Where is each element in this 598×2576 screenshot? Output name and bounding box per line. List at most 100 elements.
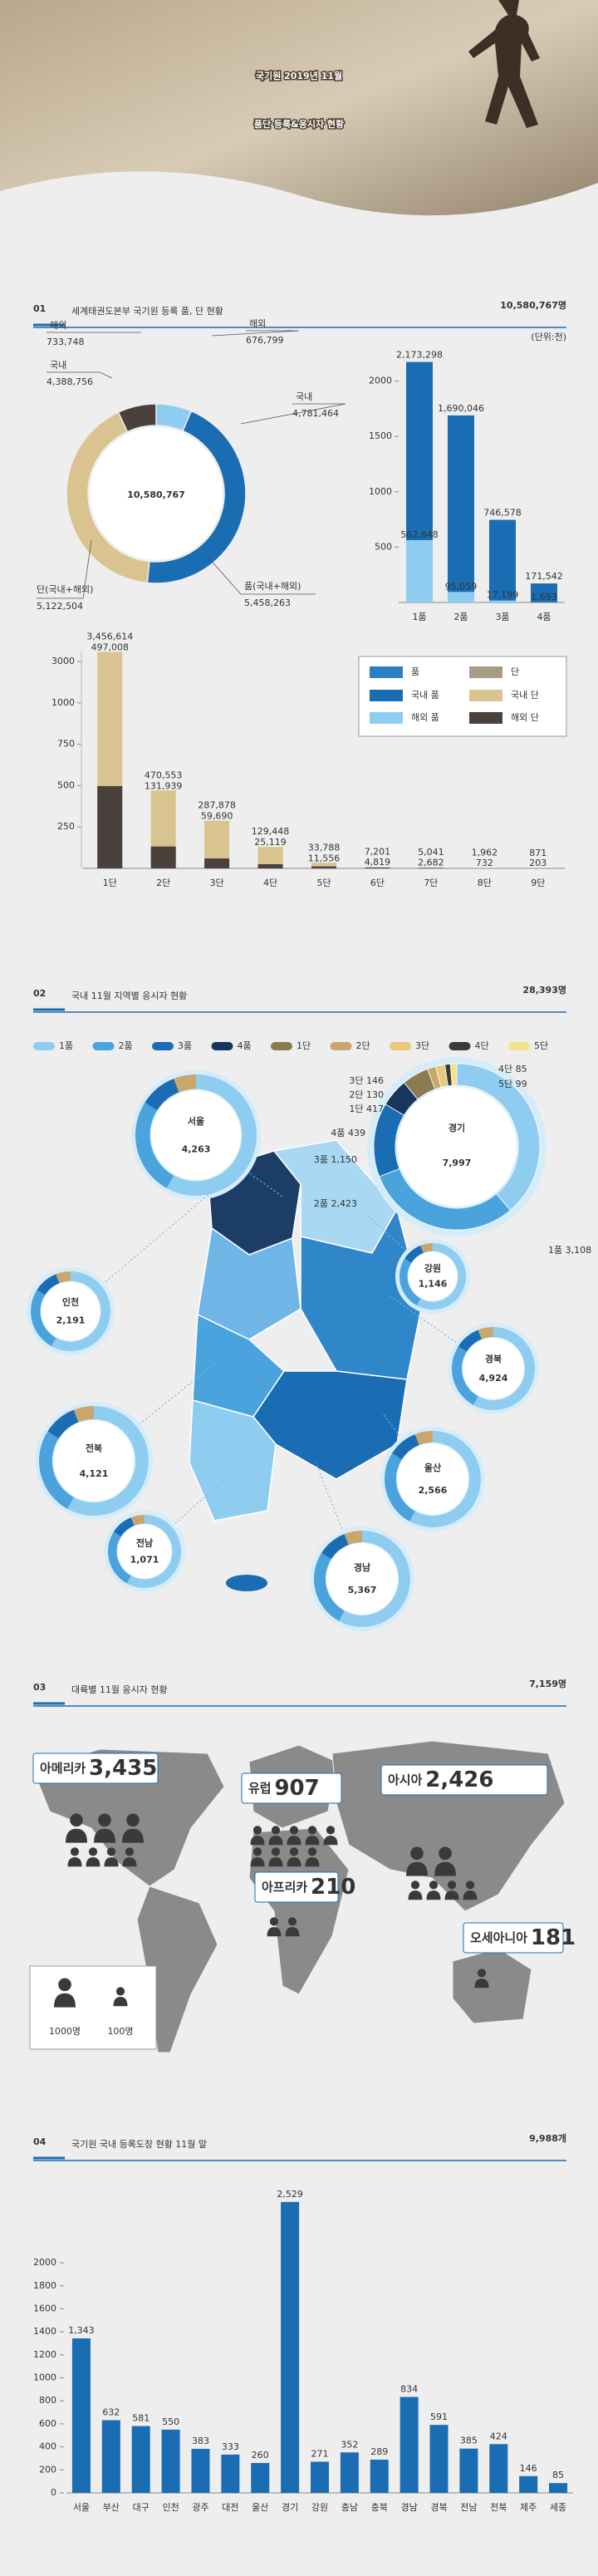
section-number: 04 [33, 2136, 47, 2147]
x-tick-label: 전남 [460, 2502, 477, 2513]
bar [459, 2448, 478, 2493]
leader-line [37, 539, 92, 599]
person-icon [66, 1813, 87, 1843]
bar-value-label: 871 [529, 848, 547, 858]
bar-value-label: 333 [222, 2441, 239, 2452]
breakdown-category: 4품 [331, 1128, 345, 1138]
y-tick-label: 600 [39, 2418, 56, 2429]
continent-label: 오세아니아 181 [470, 1925, 576, 1950]
breakdown-value: 146 [366, 1075, 384, 1086]
bar-value-label: 591 [430, 2411, 448, 2422]
region-name: 울산 [424, 1462, 441, 1473]
leader-line [211, 330, 300, 337]
legend-label: 4품 [238, 1040, 252, 1051]
connector [70, 1187, 217, 1312]
donut-hole [397, 1087, 517, 1207]
icon-body [323, 1836, 338, 1846]
region-ring [409, 1431, 481, 1527]
x-tick-label: 충북 [371, 2502, 388, 2513]
bar [448, 592, 474, 602]
bar [221, 2454, 240, 2493]
y-tick-label: 1200 [33, 2349, 56, 2360]
person-icon [434, 1846, 456, 1876]
x-tick-label: 2품 [453, 612, 468, 622]
icon-body [94, 1828, 115, 1843]
legend-swatch [508, 1042, 530, 1050]
region-name: 인천 [62, 1295, 79, 1307]
bar-value-label: 271 [311, 2448, 329, 2459]
region-value: 7,997 [443, 1158, 472, 1168]
person-icon [285, 1917, 300, 1937]
x-tick-label: 2단 [156, 878, 170, 888]
person-icon [54, 1978, 76, 2008]
legend-label: 국내 품 [411, 690, 439, 701]
section-title: 대륙별 11월 응시자 현황 [71, 1684, 168, 1695]
icon-head [287, 1917, 297, 1926]
breakdown-label: 4단 85 [498, 1064, 527, 1074]
legend-label: 3단 [415, 1040, 429, 1051]
section-total: 28,393명 [522, 984, 566, 995]
icon-body [305, 1857, 320, 1867]
y-tick-label: 1500 [369, 430, 392, 441]
bar-value-label: 287,878 [198, 800, 236, 811]
region-ring [108, 1531, 131, 1584]
icon-body [54, 1993, 76, 2008]
chart-unit: (단위:천) [531, 331, 566, 342]
breakdown-label: 5단 99 [498, 1079, 527, 1089]
icon-body [113, 1997, 128, 2007]
y-tick-label: 200 [39, 2464, 56, 2475]
bar-value-label: 424 [490, 2431, 507, 2441]
breakdown-value: 3,108 [566, 1245, 592, 1256]
continent-label: 아프리카 210 [262, 1875, 355, 1900]
region-ring [47, 1409, 79, 1439]
region-ring [339, 1531, 410, 1627]
region-value: 1,071 [130, 1555, 159, 1566]
bar-value-label: 203 [529, 858, 547, 868]
bar-value-label: 834 [400, 2384, 418, 2395]
legend-swatch [33, 1042, 55, 1050]
bar-value-label: 33,788 [308, 842, 341, 853]
bar-value-label: 385 [460, 2436, 478, 2446]
section-number: 02 [33, 988, 46, 999]
donut-group-total: 5,458,263 [244, 597, 291, 608]
breakdown-category: 5단 [498, 1079, 512, 1089]
legend-swatch [469, 712, 502, 724]
continent-name: 아시아 [388, 1772, 423, 1787]
donut-hole [397, 1443, 468, 1515]
region-value: 5,367 [348, 1585, 377, 1595]
icon-head [125, 1847, 135, 1856]
y-tick-label: 1800 [33, 2280, 56, 2291]
icon-head [477, 1969, 487, 1978]
legend-label: 3품 [178, 1040, 192, 1051]
section-total: 9,988개 [529, 2132, 566, 2144]
region-name: 경남 [354, 1561, 370, 1573]
x-tick-label: 1단 [103, 878, 117, 888]
icon-body [406, 1861, 428, 1876]
region-ring [344, 1531, 362, 1546]
donut-segment [146, 410, 247, 584]
bar [406, 540, 433, 602]
legend-label: 2단 [356, 1040, 370, 1051]
region-name: 전남 [136, 1536, 153, 1548]
bar-value-label: 11,556 [308, 853, 341, 863]
continent-label-box [463, 1922, 564, 1954]
icon-head [410, 1880, 420, 1890]
region-name: 강원 [424, 1262, 441, 1274]
region-ring [56, 1271, 71, 1284]
bar-value-label: 5,041 [418, 847, 444, 858]
donut-category: 국내 [50, 360, 66, 371]
x-tick-label: 대전 [222, 2502, 238, 2513]
map-region [300, 1207, 423, 1380]
icon-head [271, 1826, 281, 1835]
continent-label: 아시아 2,426 [388, 1767, 494, 1792]
bar [281, 2201, 300, 2493]
icon-body [408, 1890, 423, 1900]
donut-segment [117, 403, 157, 433]
icon-head [271, 1847, 281, 1856]
continent-label: 유럽 907 [248, 1776, 320, 1801]
x-tick-label: 8단 [478, 878, 492, 888]
region-ring [321, 1534, 349, 1560]
x-tick-label: 3단 [210, 878, 224, 888]
icon-head [70, 1847, 80, 1856]
legend-swatch [152, 1042, 174, 1050]
